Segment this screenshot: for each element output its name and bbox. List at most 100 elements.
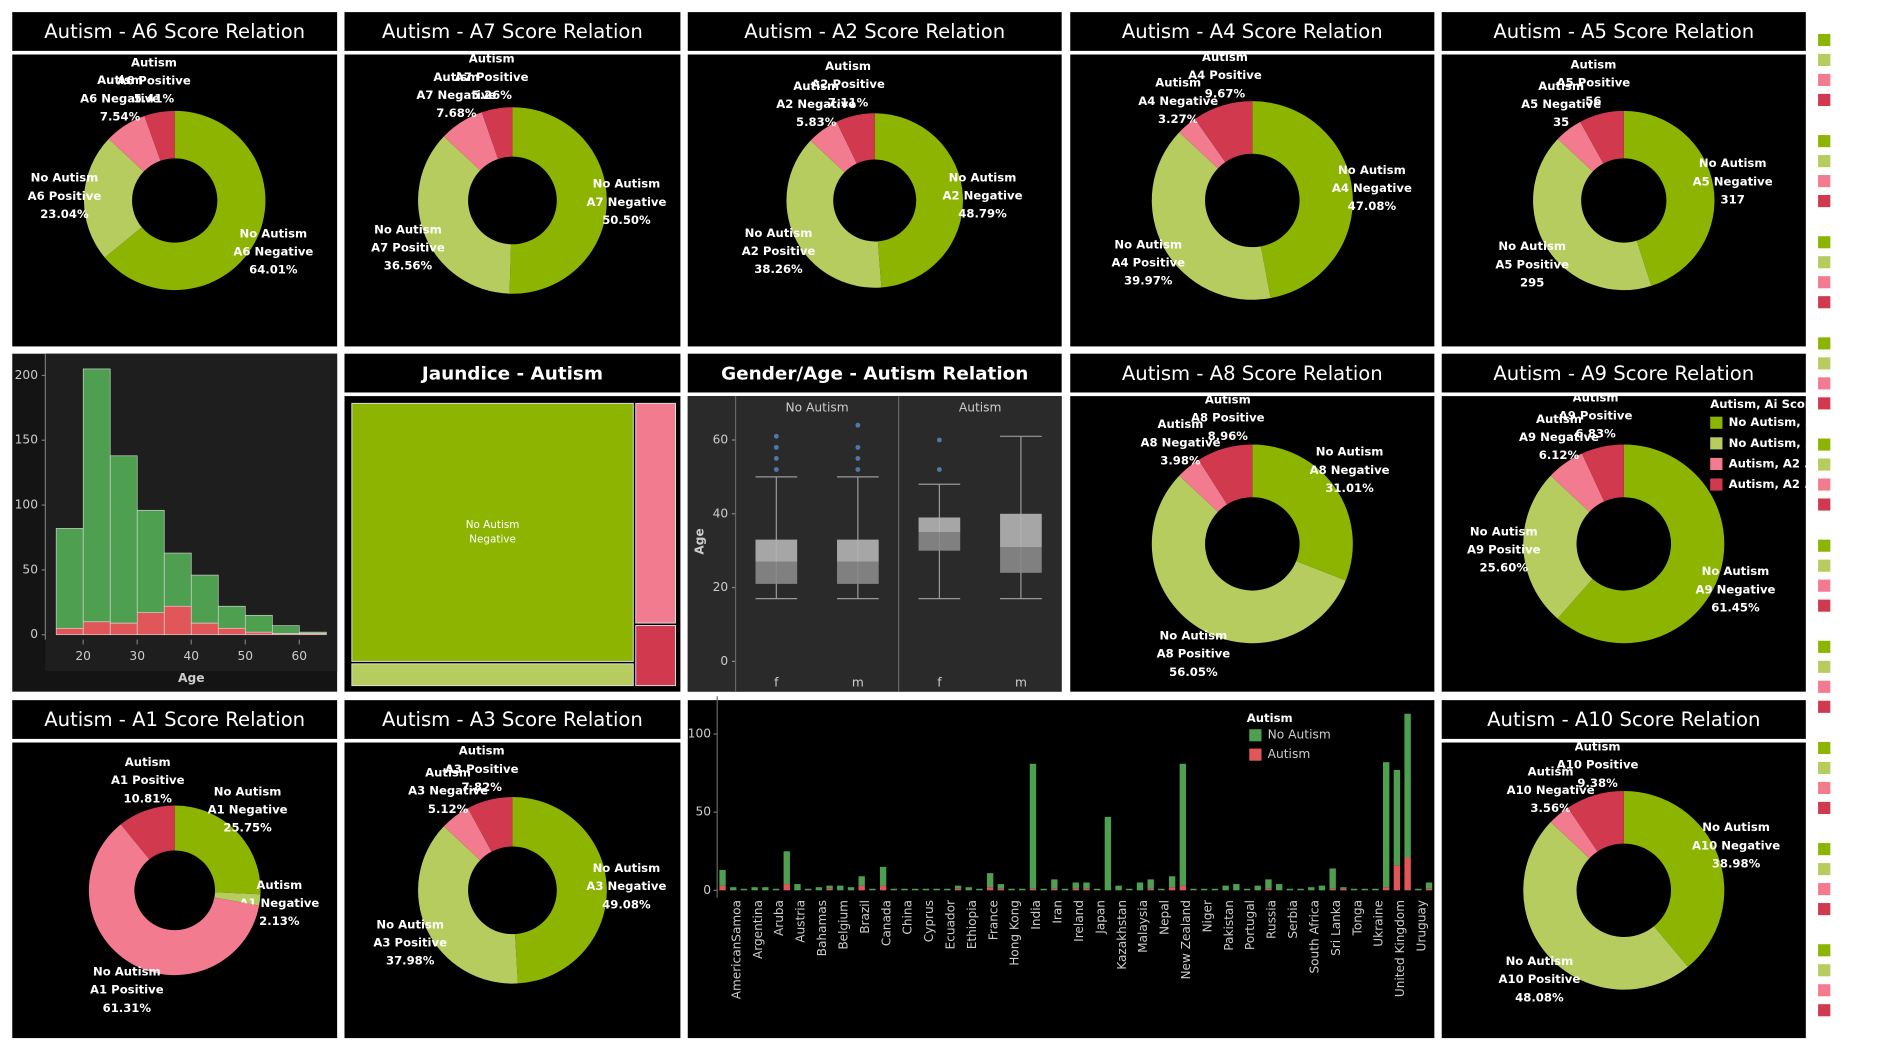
- x-tick-label: Ethiopia: [965, 900, 979, 949]
- slice-value: 7.54%: [100, 110, 141, 124]
- panel: [687, 700, 1435, 1039]
- x-tick-label: Canada: [879, 900, 893, 946]
- chart-title: Autism - A7 Score Relation: [382, 20, 643, 43]
- bar: [826, 888, 833, 891]
- side-swatch: [1818, 155, 1831, 168]
- slice-label: A4 Positive: [1188, 68, 1262, 82]
- side-swatch: [1818, 843, 1831, 856]
- treemap-cell: [351, 663, 634, 687]
- bar: [1008, 888, 1015, 891]
- slice-value: 36.56%: [384, 259, 433, 273]
- legend-label: Autism, A2 ..: [1729, 477, 1813, 491]
- panel: [1441, 54, 1806, 347]
- slice-label: No Autism: [1470, 524, 1538, 538]
- x-axis-label: Age: [178, 671, 205, 685]
- slice-label: A5 Positive: [1557, 76, 1631, 90]
- slice-label: A7 Positive: [371, 241, 445, 255]
- treemap-label: Negative: [469, 534, 516, 546]
- slice-label: A1 Positive: [111, 773, 185, 787]
- bar: [1115, 885, 1122, 891]
- slice-label: Autism: [131, 55, 177, 69]
- slice-label: Autism: [1570, 57, 1616, 71]
- donut-slice: [481, 107, 513, 160]
- slice-label: A8 Negative: [1141, 435, 1221, 449]
- bar: [1104, 816, 1112, 891]
- side-swatch: [1818, 357, 1831, 370]
- slice-value: 5.41%: [134, 92, 175, 106]
- side-swatch: [1818, 93, 1831, 106]
- bar: [783, 884, 790, 891]
- slice-label: Autism: [433, 70, 479, 84]
- slice-label: Autism: [469, 52, 515, 66]
- bar: [815, 887, 823, 891]
- title-bar: [1070, 12, 1435, 51]
- slice-value: 6.12%: [1539, 448, 1580, 462]
- bar: [1425, 882, 1433, 889]
- donut-slice: [214, 892, 261, 906]
- bar: [1147, 888, 1154, 891]
- slice-value: 5.83%: [796, 115, 837, 129]
- x-tick-label: 40: [183, 649, 199, 663]
- slice-label: A3 Negative: [586, 879, 666, 893]
- slice-label: Autism: [125, 755, 171, 769]
- bar: [1201, 888, 1208, 891]
- donut-slice: [1252, 444, 1353, 581]
- side-swatch: [1818, 761, 1831, 775]
- slice-label: No Autism: [1699, 156, 1767, 170]
- histogram-bar: [55, 627, 84, 636]
- slice-label: No Autism: [593, 177, 661, 191]
- bar: [1243, 888, 1251, 891]
- x-tick-label: 30: [129, 649, 145, 663]
- bar: [858, 876, 865, 886]
- slice-label: Autism: [1538, 79, 1584, 93]
- slice-label: Autism: [1528, 765, 1574, 779]
- x-tick-label: Ukraine: [1372, 900, 1386, 947]
- chart-title: Autism - A6 Score Relation: [44, 20, 305, 43]
- slice-value: 8.96%: [1208, 429, 1249, 443]
- slice-label: Autism: [1158, 417, 1204, 431]
- donut-slice: [120, 805, 175, 860]
- slice-label: A10 Negative: [1507, 783, 1595, 797]
- legend-title: Autism: [1247, 711, 1293, 725]
- x-tick-label: Pakistan: [1222, 900, 1236, 951]
- slice-value: 5.26%: [471, 88, 512, 102]
- slice-label: A1 Positive: [90, 983, 164, 997]
- side-swatch: [1818, 964, 1831, 977]
- bar: [1340, 888, 1347, 891]
- x-tick-label: Uruguay: [1414, 900, 1428, 951]
- bar: [1329, 888, 1336, 891]
- slice-label: A5 Positive: [1495, 257, 1569, 271]
- bar: [954, 885, 962, 889]
- side-swatch: [1818, 741, 1831, 755]
- title-bar: [1441, 12, 1806, 51]
- histogram-bar: [271, 625, 300, 634]
- slice-label: Autism: [1536, 412, 1582, 426]
- box-lower: [918, 532, 961, 551]
- x-tick-label: Belgium: [836, 900, 850, 950]
- outlier-point: [936, 467, 942, 472]
- legend-swatch: [1710, 437, 1723, 450]
- x-tick-label: Kazakhstan: [1115, 900, 1129, 970]
- histogram-bar: [190, 574, 219, 624]
- chart-title: Gender/Age - Autism Relation: [721, 363, 1028, 384]
- donut-slice: [1581, 444, 1624, 502]
- chart-title: Autism - A1 Score Relation: [44, 708, 305, 731]
- bar: [901, 888, 908, 891]
- donut-slice: [786, 140, 882, 288]
- side-swatch: [1818, 883, 1831, 896]
- side-swatch: [1818, 680, 1831, 693]
- histogram-bar: [82, 621, 111, 636]
- slice-label: Autism: [425, 766, 471, 780]
- x-tick-label: f: [937, 676, 942, 690]
- side-swatch: [1818, 944, 1831, 957]
- side-swatch: [1818, 863, 1831, 876]
- slice-value: 3.98%: [1160, 454, 1201, 468]
- donut-slice: [1557, 121, 1604, 172]
- bar: [890, 888, 897, 891]
- x-tick-label: Hong Kong: [1008, 900, 1022, 966]
- title-bar: [12, 12, 338, 51]
- bar: [954, 888, 962, 891]
- x-tick-label: AmericanSamoa: [729, 900, 743, 999]
- donut-slice: [1533, 138, 1652, 291]
